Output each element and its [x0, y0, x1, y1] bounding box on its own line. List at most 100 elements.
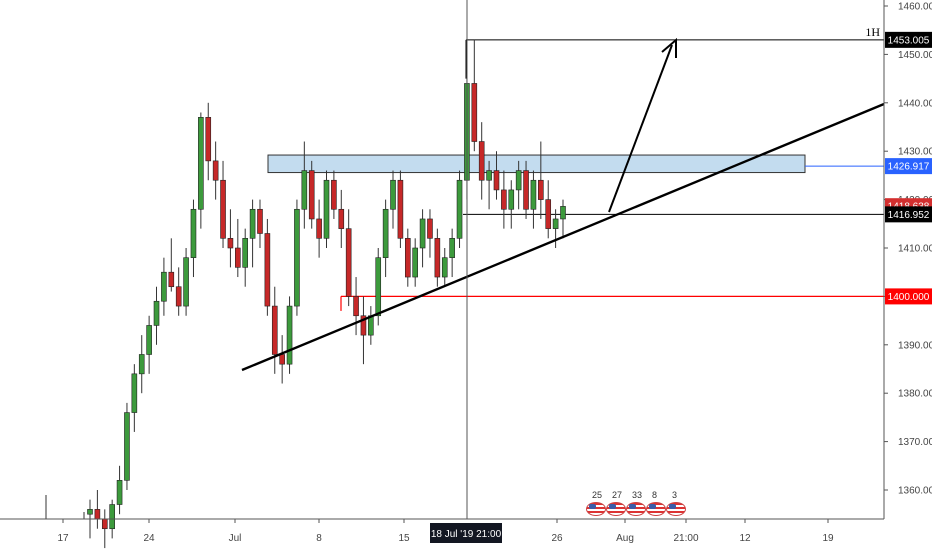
candle-body [368, 315, 374, 336]
price-label-bg [885, 31, 932, 48]
candle-body [552, 218, 559, 229]
candle-body [419, 218, 426, 249]
candle-body [478, 141, 485, 181]
candle-body [249, 208, 256, 239]
projection-arrow-line [608, 44, 673, 213]
candle-body [146, 325, 152, 355]
price-label: 1453.005 [888, 35, 930, 46]
candle-body [390, 179, 396, 210]
economic-events[interactable]: 25 27 33 8 3 [586, 490, 686, 520]
candle-body [515, 170, 522, 191]
candle-body [538, 179, 544, 200]
time-tick-label: 8 [316, 533, 322, 544]
time-tick-label: Jul [229, 533, 242, 544]
price-label: 1416.952 [888, 210, 930, 221]
candle-body [471, 83, 478, 142]
us-flag-icon [626, 502, 646, 516]
candle-body [486, 170, 492, 181]
price-labels: 1453.0051426.9171418.6381416.9521400.000… [865, 25, 932, 305]
candle-body [183, 257, 189, 307]
resistance-zone[interactable] [267, 154, 806, 174]
price-tick-label: 1410.000 [898, 244, 932, 255]
candle-body [404, 238, 411, 278]
event-flag[interactable]: 25 [586, 490, 606, 520]
candle-body [360, 315, 367, 336]
price-tick-label: 1430.000 [898, 147, 932, 158]
time-tick-label: 17 [57, 533, 69, 544]
candle-body [375, 257, 382, 317]
candle-body [124, 412, 130, 481]
candle-body [456, 179, 463, 239]
candle-body [294, 208, 300, 307]
event-flag[interactable]: 27 [606, 490, 626, 520]
us-flag-icon [586, 502, 606, 516]
price-tick-label: 1390.000 [898, 340, 932, 351]
candle-body [279, 354, 285, 365]
time-tick-label: 12 [739, 533, 751, 544]
price-label: 1426.917 [888, 162, 930, 173]
candle-body [227, 238, 234, 249]
time-tick-label: 15 [398, 533, 410, 544]
time-tick-label: Aug [616, 533, 634, 544]
event-flag[interactable]: 33 [626, 490, 646, 520]
candle-body [94, 509, 101, 520]
candle-body [323, 179, 330, 239]
candle-body [441, 257, 448, 278]
us-flag-icon [606, 502, 626, 516]
timeframe-label: 1H [865, 25, 880, 39]
price-label-bg [885, 158, 932, 175]
candle-body [242, 238, 249, 268]
candle-body [331, 179, 337, 210]
resistance-zone-rect [267, 154, 806, 174]
time-tick-label: 19 [822, 533, 834, 544]
price-tick-label: 1380.000 [898, 389, 932, 400]
candle-body [316, 218, 322, 239]
candle-body [271, 305, 278, 355]
price-label: 1400.000 [888, 292, 930, 303]
candle-body [449, 238, 455, 258]
event-count: 3 [672, 490, 678, 500]
crosshair-time-label: 18 Jul '19 21:00 [431, 529, 502, 540]
candle-body [235, 247, 241, 268]
candle-body [168, 271, 175, 288]
event-flag[interactable]: 8 [646, 490, 666, 520]
event-count: 27 [612, 490, 623, 500]
price-tick-label: 1460.000 [898, 2, 932, 13]
candle-body [353, 296, 359, 317]
candle-body [338, 208, 345, 229]
candle-body [301, 170, 308, 210]
candles [45, 39, 566, 549]
event-count: 25 [592, 490, 603, 500]
price-tick-label: 1360.000 [898, 486, 932, 497]
candle-body [308, 170, 315, 220]
candle-body [205, 117, 212, 162]
candle-body [175, 286, 182, 307]
candle-body [427, 218, 433, 239]
candle-body [138, 354, 145, 375]
candle-body [523, 170, 529, 210]
candle-body [131, 373, 138, 413]
price-tick-label: 1370.000 [898, 437, 932, 448]
candle-body [508, 189, 515, 210]
candle-body [264, 233, 271, 307]
candle-body [101, 518, 108, 530]
candle-body [212, 160, 219, 181]
horizontal-levels[interactable] [340, 39, 884, 311]
candle-body [545, 199, 552, 229]
candle-body [198, 117, 204, 210]
candle-body [412, 247, 418, 278]
candle-body [109, 504, 115, 530]
candle-body [397, 179, 404, 239]
trend-lines[interactable] [241, 37, 885, 372]
candle-body [560, 206, 566, 220]
ascending-trendline [241, 102, 885, 372]
candle-body [116, 480, 123, 505]
candle-body [382, 208, 389, 258]
candle-body [87, 509, 93, 515]
candle-body [161, 271, 167, 302]
projection-arrow-head [661, 37, 677, 58]
event-count: 8 [652, 490, 658, 500]
event-flag[interactable]: 3 [666, 490, 686, 520]
crosshair-time-bg [430, 523, 502, 543]
